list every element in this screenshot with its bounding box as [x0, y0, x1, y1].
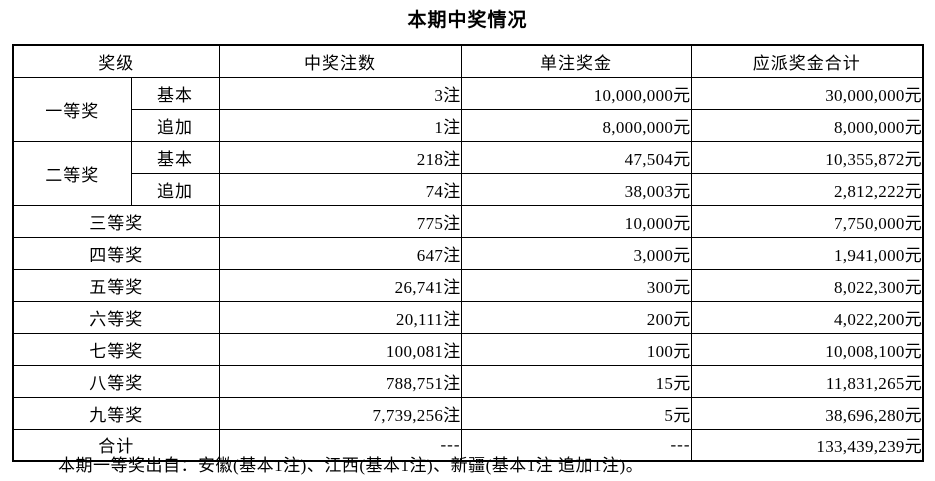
total-prize-amount: 38,696,280元 — [690, 396, 924, 430]
grade-label: 八等奖 — [12, 364, 220, 398]
single-prize-amount: 47,504元 — [460, 140, 692, 174]
single-prize-amount: 10,000元 — [460, 204, 692, 238]
grade-label: 四等奖 — [12, 236, 220, 270]
single-prize-amount: 200元 — [460, 300, 692, 334]
column-header-single-prize: 单注奖金 — [460, 44, 692, 78]
page-title: 本期中奖情况 — [407, 10, 528, 31]
winning-count: 647注 — [218, 236, 462, 270]
total-prize-amount: 4,022,200元 — [690, 300, 924, 334]
grade-sub-label: 追加 — [130, 108, 220, 142]
table-row: 二等奖 基本 218注 47,504元 10,355,872元 — [12, 140, 924, 206]
winning-count: 775注 — [218, 204, 462, 238]
single-prize-amount: 10,000,000元 — [460, 76, 692, 110]
single-prize-amount: 300元 — [460, 268, 692, 302]
grade-sub-label: 基本 — [130, 140, 220, 174]
table-row: 追加 74注 38,003元 2,812,222元 — [13, 172, 924, 206]
table-header-row: 奖级 中奖注数 单注奖金 应派奖金合计 — [12, 44, 924, 78]
total-prize-amount: 10,008,100元 — [690, 332, 924, 366]
total-prize-amount: 10,355,872元 — [690, 140, 924, 174]
total-prize-amount: 1,941,000元 — [690, 236, 924, 270]
total-winning-count: --- — [218, 428, 462, 462]
total-prize-amount: 11,831,265元 — [690, 364, 924, 398]
table-row: 六等奖 20,111注 200元 4,022,200元 — [12, 300, 924, 334]
total-prize-amount: 7,750,000元 — [690, 204, 924, 238]
table-row: 三等奖 775注 10,000元 7,750,000元 — [12, 204, 924, 238]
winning-count: 1注 — [218, 108, 462, 142]
prize-results-table: 奖级 中奖注数 单注奖金 应派奖金合计 一等奖 基本 3注 10,000,000… — [12, 44, 924, 462]
grade-label: 五等奖 — [12, 268, 220, 302]
table-row: 一等奖 基本 3注 10,000,000元 30,000,000元 — [12, 76, 924, 142]
prize-table-container: 奖级 中奖注数 单注奖金 应派奖金合计 一等奖 基本 3注 10,000,000… — [12, 44, 924, 462]
grade-label: 九等奖 — [12, 396, 220, 430]
first-prize-origin-note: 本期一等奖出自：安徽(基本1注)、江西(基本1注)、新疆(基本1注 追加1注)。 — [58, 456, 644, 475]
table-total-row: 合计 --- --- 133,439,239元 — [12, 428, 924, 462]
table-row: 追加 1注 8,000,000元 8,000,000元 — [13, 108, 924, 142]
total-prize-amount: 2,812,222元 — [690, 172, 924, 206]
single-prize-amount: 100元 — [460, 332, 692, 366]
single-prize-amount: 15元 — [460, 364, 692, 398]
column-header-count: 中奖注数 — [218, 44, 462, 78]
table-row: 四等奖 647注 3,000元 1,941,000元 — [12, 236, 924, 270]
single-prize-amount: 8,000,000元 — [460, 108, 692, 142]
grade-sub-label: 追加 — [130, 172, 220, 206]
grade-label: 七等奖 — [12, 332, 220, 366]
winning-count: 218注 — [218, 140, 462, 174]
winning-count: 788,751注 — [218, 364, 462, 398]
winning-count: 26,741注 — [218, 268, 462, 302]
total-label: 合计 — [12, 428, 220, 462]
table-row: 八等奖 788,751注 15元 11,831,265元 — [12, 364, 924, 398]
total-prize-amount: 8,000,000元 — [690, 108, 924, 142]
grade-sub-label: 基本 — [130, 76, 220, 110]
total-prize-amount: 30,000,000元 — [690, 76, 924, 110]
winning-count: 100,081注 — [218, 332, 462, 366]
column-header-total-prize: 应派奖金合计 — [690, 44, 924, 78]
single-prize-amount: 38,003元 — [460, 172, 692, 206]
grade-label: 三等奖 — [12, 204, 220, 238]
winning-count: 20,111注 — [218, 300, 462, 334]
single-prize-amount: 5元 — [460, 396, 692, 430]
table-row: 七等奖 100,081注 100元 10,008,100元 — [12, 332, 924, 366]
grade-label: 二等奖 — [12, 140, 132, 206]
grade-label: 六等奖 — [12, 300, 220, 334]
table-row: 五等奖 26,741注 300元 8,022,300元 — [12, 268, 924, 302]
column-header-grade: 奖级 — [12, 44, 220, 78]
total-prize-amount: 8,022,300元 — [690, 268, 924, 302]
grand-total-prize-amount: 133,439,239元 — [690, 428, 924, 462]
winning-count: 3注 — [218, 76, 462, 110]
single-prize-amount: 3,000元 — [460, 236, 692, 270]
winning-count: 74注 — [218, 172, 462, 206]
winning-count: 7,739,256注 — [218, 396, 462, 430]
table-row: 九等奖 7,739,256注 5元 38,696,280元 — [12, 396, 924, 430]
grade-label: 一等奖 — [12, 76, 132, 142]
